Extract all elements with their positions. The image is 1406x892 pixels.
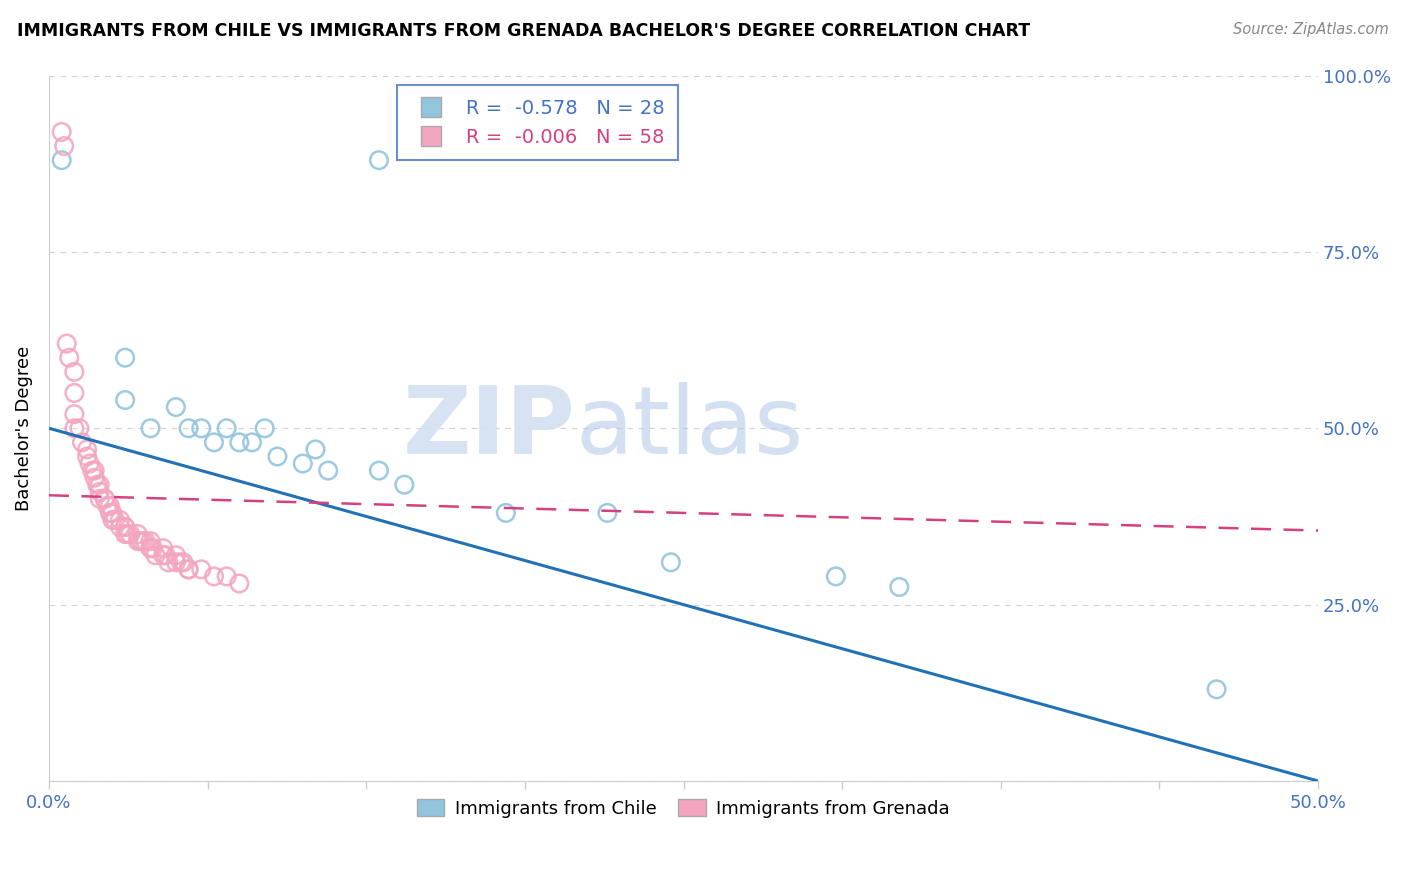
Point — [228, 435, 250, 450]
Point — [132, 534, 155, 549]
Point — [89, 491, 111, 506]
Point — [368, 153, 391, 168]
Point — [155, 548, 177, 562]
Point — [70, 435, 93, 450]
Point — [89, 484, 111, 499]
Point — [139, 541, 162, 556]
Point — [152, 548, 174, 562]
Point — [165, 548, 187, 562]
Point — [142, 541, 165, 556]
Point — [79, 457, 101, 471]
Point — [139, 534, 162, 549]
Point — [291, 457, 314, 471]
Point — [304, 442, 326, 457]
Point — [53, 139, 76, 153]
Text: ZIP: ZIP — [402, 383, 575, 475]
Text: Source: ZipAtlas.com: Source: ZipAtlas.com — [1233, 22, 1389, 37]
Point — [152, 541, 174, 556]
Point — [165, 555, 187, 569]
Text: atlas: atlas — [575, 383, 804, 475]
Point — [127, 534, 149, 549]
Point — [94, 491, 117, 506]
Point — [316, 464, 339, 478]
Point — [596, 506, 619, 520]
Point — [157, 555, 180, 569]
Point — [1205, 682, 1227, 697]
Point — [889, 580, 911, 594]
Point — [215, 421, 238, 435]
Point — [108, 513, 131, 527]
Point — [127, 527, 149, 541]
Point — [495, 506, 517, 520]
Point — [145, 548, 167, 562]
Point — [98, 506, 121, 520]
Point — [63, 407, 86, 421]
Point — [190, 562, 212, 576]
Point — [82, 464, 104, 478]
Point — [114, 392, 136, 407]
Point — [83, 464, 105, 478]
Point — [51, 125, 73, 139]
Point — [368, 464, 391, 478]
Point — [63, 386, 86, 401]
Point — [114, 520, 136, 534]
Point — [177, 562, 200, 576]
Point — [139, 541, 162, 556]
Point — [114, 527, 136, 541]
Point — [51, 153, 73, 168]
Point — [253, 421, 276, 435]
Y-axis label: Bachelor's Degree: Bachelor's Degree — [15, 345, 32, 511]
Point — [101, 506, 124, 520]
Point — [94, 491, 117, 506]
Point — [114, 520, 136, 534]
Point — [394, 477, 416, 491]
Point — [190, 421, 212, 435]
Point — [76, 442, 98, 457]
Point — [114, 351, 136, 365]
Point — [170, 555, 193, 569]
Point — [76, 450, 98, 464]
Point — [104, 513, 127, 527]
Point — [58, 351, 80, 365]
Point — [101, 513, 124, 527]
Point — [659, 555, 682, 569]
Point — [134, 534, 156, 549]
Point — [177, 562, 200, 576]
Point — [67, 421, 90, 435]
Point — [177, 421, 200, 435]
Text: IMMIGRANTS FROM CHILE VS IMMIGRANTS FROM GRENADA BACHELOR'S DEGREE CORRELATION C: IMMIGRANTS FROM CHILE VS IMMIGRANTS FROM… — [17, 22, 1031, 40]
Point — [824, 569, 846, 583]
Point — [89, 477, 111, 491]
Point — [215, 569, 238, 583]
Point — [96, 499, 118, 513]
Point — [108, 520, 131, 534]
Point — [98, 499, 121, 513]
Point — [63, 421, 86, 435]
Point — [202, 569, 225, 583]
Point — [165, 400, 187, 414]
Point — [266, 450, 288, 464]
Point — [173, 555, 195, 569]
Point — [139, 421, 162, 435]
Point — [63, 365, 86, 379]
Point — [228, 576, 250, 591]
Point — [55, 336, 77, 351]
Point — [202, 435, 225, 450]
Point — [117, 527, 139, 541]
Legend: Immigrants from Chile, Immigrants from Grenada: Immigrants from Chile, Immigrants from G… — [411, 792, 957, 825]
Point — [240, 435, 263, 450]
Point — [83, 470, 105, 484]
Point — [129, 534, 152, 549]
Point — [86, 477, 108, 491]
Point — [120, 527, 142, 541]
